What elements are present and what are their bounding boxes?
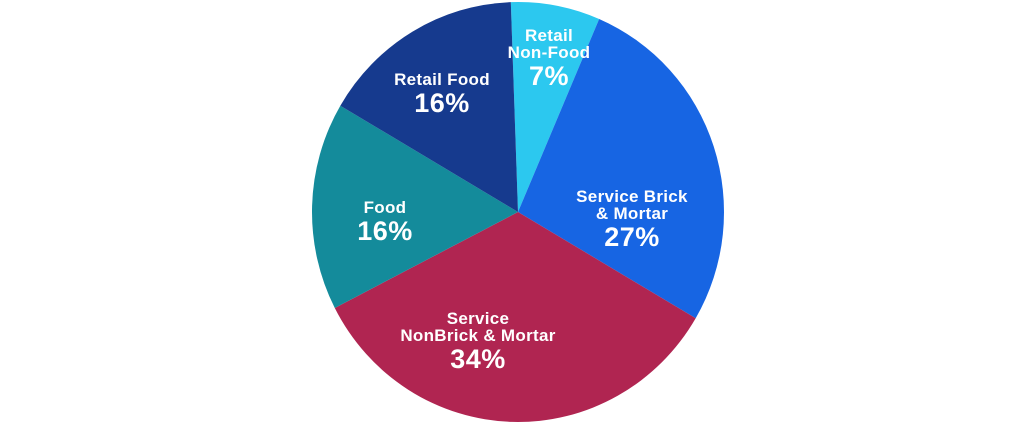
pie-label-text: Service Brick	[576, 187, 688, 206]
pie-label-text: Food	[364, 198, 407, 217]
pie-label-text: NonBrick & Mortar	[400, 326, 555, 345]
pie-slice-retail-food	[340, 2, 518, 212]
pie-label-text: Retail Food	[394, 70, 490, 89]
pie-percent-text: 27%	[604, 222, 660, 252]
pie-slice-service-brick-mortar	[518, 18, 725, 319]
pie-label-text: Retail	[525, 26, 573, 45]
pie-slice-food	[311, 105, 518, 308]
pie-percent-text: 34%	[450, 344, 506, 374]
pie-percent-text: 16%	[357, 216, 413, 246]
pie-percent-text: 7%	[529, 61, 569, 91]
pie-label-text: & Mortar	[596, 204, 668, 223]
pie-percent-text: 16%	[414, 88, 470, 118]
pie-label-text: Service	[447, 309, 510, 328]
pie-slice-retail-non-food	[510, 2, 600, 212]
pie-slice-service-nonbrick-mortar	[334, 212, 696, 423]
pie-label-text: Non-Food	[508, 43, 591, 62]
